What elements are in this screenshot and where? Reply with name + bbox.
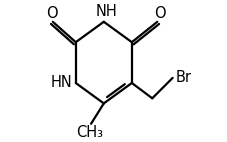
Text: O: O [153,6,165,20]
Text: HN: HN [50,76,72,90]
Text: Br: Br [174,70,190,85]
Text: O: O [45,6,57,20]
Text: NH: NH [95,4,117,19]
Text: CH₃: CH₃ [76,125,103,140]
